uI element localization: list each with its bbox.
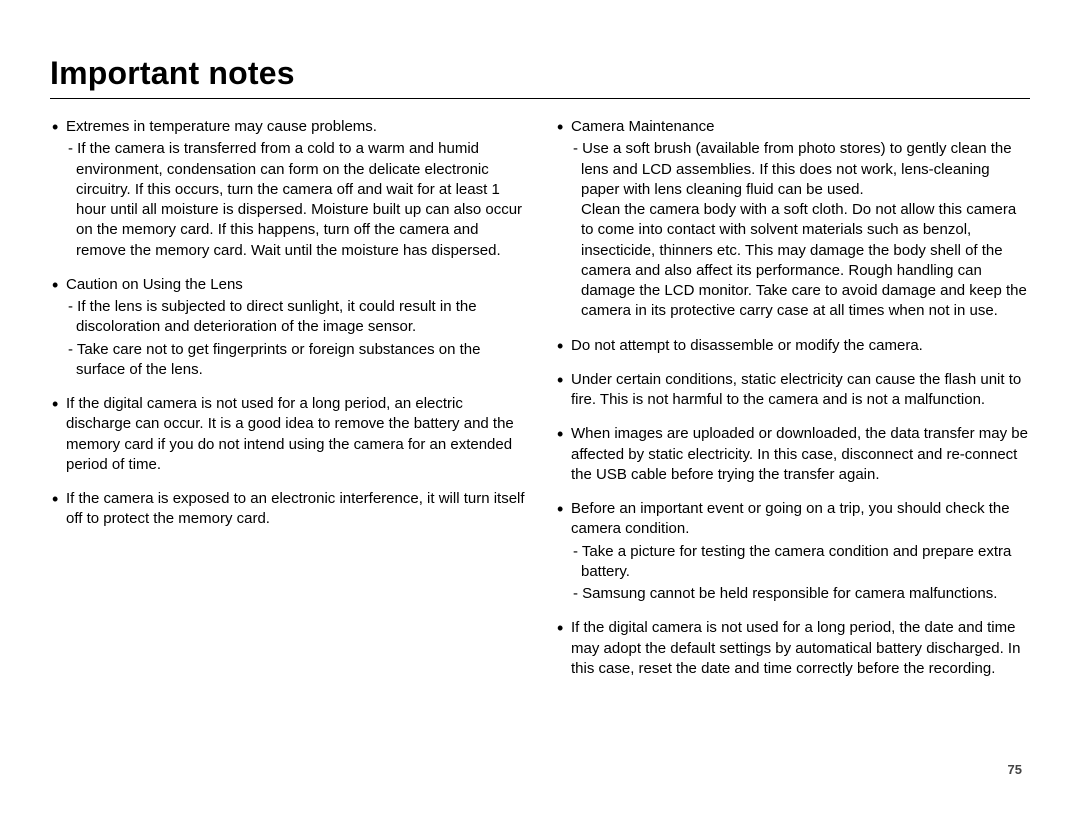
bullet-lead: If the digital camera is not used for a … — [571, 619, 1020, 677]
bullet-lead: If the digital camera is not used for a … — [66, 395, 514, 473]
sub-item: If the lens is subjected to direct sunli… — [66, 297, 525, 338]
list-item: Camera Maintenance Use a soft brush (ava… — [555, 117, 1030, 322]
bullet-lead: Before an important event or going on a … — [571, 500, 1010, 537]
bullet-list-right: Camera Maintenance Use a soft brush (ava… — [555, 117, 1030, 679]
document-page: Important notes Extremes in temperature … — [0, 0, 1080, 815]
list-item: Caution on Using the Lens If the lens is… — [50, 275, 525, 380]
two-column-layout: Extremes in temperature may cause proble… — [50, 117, 1030, 693]
sub-item: Samsung cannot be held responsible for c… — [571, 584, 1030, 604]
left-column: Extremes in temperature may cause proble… — [50, 117, 525, 693]
right-column: Camera Maintenance Use a soft brush (ava… — [555, 117, 1030, 693]
list-item: If the digital camera is not used for a … — [50, 394, 525, 475]
bullet-lead: Caution on Using the Lens — [66, 276, 243, 293]
bullet-lead: Under certain conditions, static electri… — [571, 371, 1021, 408]
list-item: Before an important event or going on a … — [555, 499, 1030, 604]
continuation-text: Clean the camera body with a soft cloth.… — [571, 200, 1030, 322]
page-number: 75 — [1008, 762, 1022, 777]
bullet-lead: If the camera is exposed to an electroni… — [66, 490, 525, 527]
bullet-lead: Extremes in temperature may cause proble… — [66, 118, 377, 135]
sub-item: If the camera is transferred from a cold… — [66, 139, 525, 261]
bullet-list-left: Extremes in temperature may cause proble… — [50, 117, 525, 530]
list-item: If the camera is exposed to an electroni… — [50, 489, 525, 530]
page-title: Important notes — [50, 55, 1030, 92]
sub-item: Take care not to get fingerprints or for… — [66, 340, 525, 381]
list-item: When images are uploaded or downloaded, … — [555, 424, 1030, 485]
bullet-lead: Camera Maintenance — [571, 118, 714, 135]
bullet-lead: When images are uploaded or downloaded, … — [571, 425, 1028, 483]
bullet-lead: Do not attempt to disassemble or modify … — [571, 337, 923, 354]
list-item: If the digital camera is not used for a … — [555, 618, 1030, 679]
list-item: Do not attempt to disassemble or modify … — [555, 336, 1030, 356]
sub-item: Use a soft brush (available from photo s… — [571, 139, 1030, 200]
list-item: Under certain conditions, static electri… — [555, 370, 1030, 411]
title-underline — [50, 98, 1030, 99]
list-item: Extremes in temperature may cause proble… — [50, 117, 525, 261]
sub-item: Take a picture for testing the camera co… — [571, 542, 1030, 583]
